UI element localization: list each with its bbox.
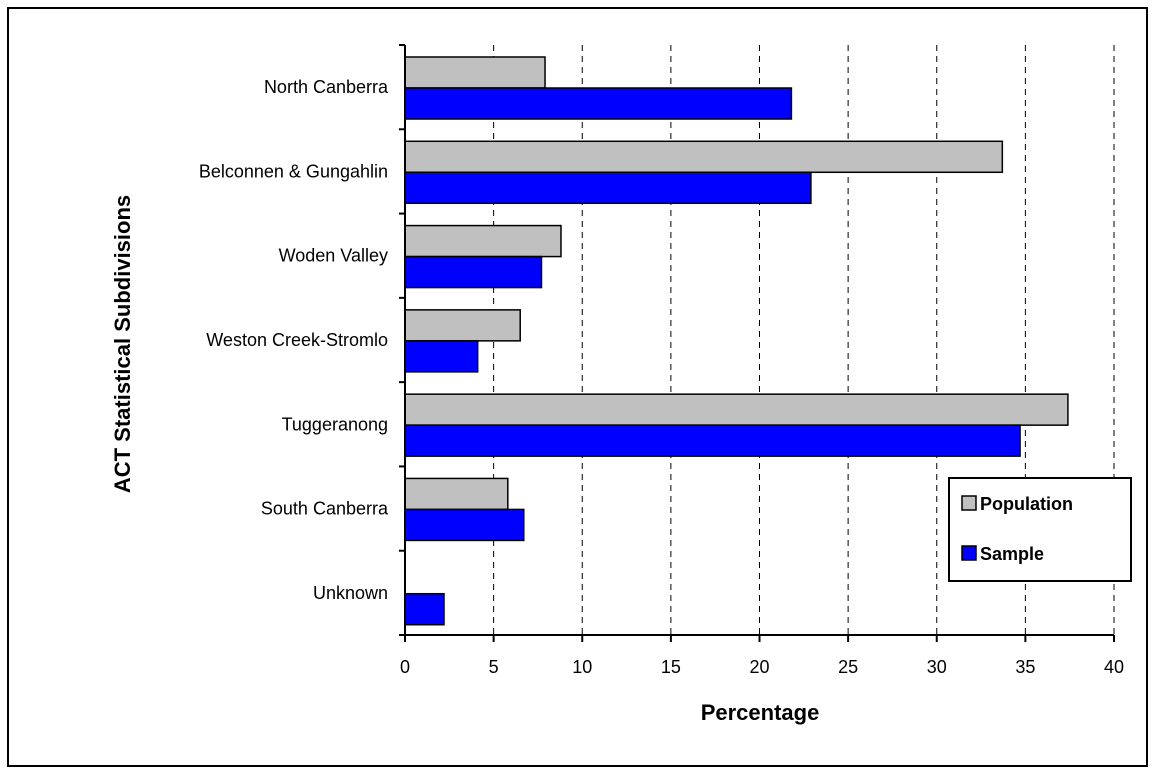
- x-tick-label: 5: [489, 657, 499, 677]
- legend-swatch-population: [961, 495, 977, 511]
- bar-sample-2: [404, 255, 543, 289]
- x-tick-label: 35: [1015, 657, 1035, 677]
- bar-population-0: [404, 56, 546, 89]
- category-label: Tuggeranong: [282, 414, 388, 434]
- bar-population-5: [404, 477, 509, 511]
- category-label: South Canberra: [261, 499, 389, 519]
- category-label: North Canberra: [264, 77, 389, 97]
- bar-sample-5: [404, 508, 525, 542]
- category-label: Weston Creek-Stromlo: [206, 330, 388, 350]
- bar-population-1: [404, 140, 1004, 174]
- bar-sample-1: [404, 171, 812, 205]
- category-label: Belconnen & Gungahlin: [199, 161, 388, 181]
- bars: [404, 56, 1069, 626]
- legend: Population Sample: [948, 477, 1132, 582]
- chart-frame: [7, 7, 1148, 767]
- x-tick-label: 0: [400, 657, 410, 677]
- x-tick-labels: 0 5 10 15 20 25 30 35 40: [400, 657, 1124, 677]
- bar-population-2: [404, 224, 562, 258]
- x-tick-label: 30: [927, 657, 947, 677]
- x-tick-label: 25: [838, 657, 858, 677]
- axes: [399, 44, 1115, 642]
- bar-population-3: [404, 309, 521, 342]
- category-label: Unknown: [313, 583, 388, 603]
- x-tick-label: 10: [572, 657, 592, 677]
- bar-sample-3: [404, 340, 479, 373]
- bar-sample-4: [404, 424, 1021, 457]
- legend-label-sample: Sample: [980, 544, 1044, 564]
- x-tick-label: 15: [661, 657, 681, 677]
- bar-sample-6: [404, 592, 445, 626]
- bar-sample-0: [404, 87, 793, 120]
- category-labels: North Canberra Belconnen & Gungahlin Woden…: [199, 77, 389, 603]
- y-axis-title: ACT Statistical Subdivisions: [110, 195, 135, 493]
- x-axis-title: Percentage: [701, 700, 820, 725]
- legend-label-population: Population: [980, 494, 1073, 514]
- legend-swatch-sample: [961, 545, 977, 561]
- bar-population-4: [404, 393, 1069, 426]
- x-tick-label: 20: [749, 657, 769, 677]
- category-label: Woden Valley: [279, 246, 388, 266]
- x-tick-label: 40: [1104, 657, 1124, 677]
- legend-box: [948, 477, 1132, 582]
